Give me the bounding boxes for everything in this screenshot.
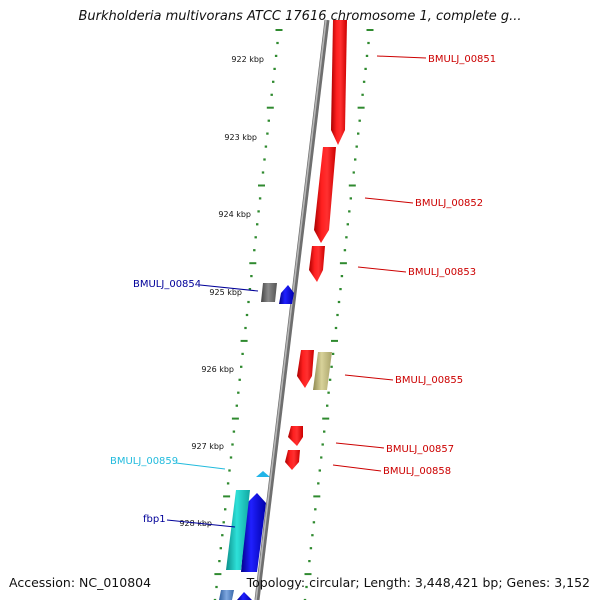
leader-line xyxy=(344,374,394,381)
gene-blue-bottom[interactable] xyxy=(237,592,252,600)
gene-label-bmulj-00857[interactable]: BMULJ_00857 xyxy=(386,444,454,455)
leader-line xyxy=(332,464,382,472)
gene-label-bmulj-00852[interactable]: BMULJ_00852 xyxy=(415,198,483,209)
leader-line xyxy=(357,266,407,273)
gene-khaki[interactable] xyxy=(313,352,332,390)
gene-label-bmulj-00859[interactable]: BMULJ_00859 xyxy=(110,456,178,467)
leader-line xyxy=(335,442,385,449)
tick-label: 922 kbp xyxy=(231,55,264,64)
leader-line xyxy=(199,284,259,292)
leader-line xyxy=(376,55,427,59)
gene-bmulj-00859[interactable] xyxy=(256,471,270,477)
outer-dotted-ring xyxy=(303,29,374,600)
gene-bmulj-00854[interactable] xyxy=(261,283,277,302)
leader-line xyxy=(166,519,236,528)
gene-label-bmulj-00854[interactable]: BMULJ_00854 xyxy=(133,279,201,290)
tick-label: 927 kbp xyxy=(191,442,224,451)
map-title: Burkholderia multivorans ATCC 17616 chro… xyxy=(78,9,522,24)
leader-line xyxy=(175,462,226,470)
tick-label: 928 kbp xyxy=(179,519,212,528)
leader-line xyxy=(364,197,414,204)
gene-label-bmulj-00858[interactable]: BMULJ_00858 xyxy=(383,466,451,477)
gene-bmulj-00858[interactable] xyxy=(285,450,300,470)
gene-blue-small[interactable] xyxy=(279,285,294,304)
gene-label-bmulj-00851[interactable]: BMULJ_00851 xyxy=(428,54,496,65)
tick-label: 923 kbp xyxy=(224,133,257,142)
chromosome-backbone xyxy=(254,19,330,600)
gene-bmulj-00857[interactable] xyxy=(288,426,303,446)
gene-cyan[interactable] xyxy=(226,490,250,570)
coordinate-ruler xyxy=(213,29,283,600)
accession-text: Accession: NC_010804 xyxy=(9,575,152,590)
tick-label: 926 kbp xyxy=(201,365,234,374)
gene-label-bmulj-00853[interactable]: BMULJ_00853 xyxy=(408,267,476,278)
gene-bmulj-00851[interactable] xyxy=(331,20,347,145)
gene-steel-bottom[interactable] xyxy=(219,590,234,600)
gene-bmulj-00852[interactable] xyxy=(314,147,336,243)
topology-text: Topology: circular; Length: 3,448,421 bp… xyxy=(246,575,590,590)
gene-label-bmulj-00855[interactable]: BMULJ_00855 xyxy=(395,375,463,386)
gene-bmulj-00853[interactable] xyxy=(309,246,325,282)
tick-label: 924 kbp xyxy=(218,210,251,219)
tick-label: 925 kbp xyxy=(209,288,242,297)
gene-bmulj-00855-red[interactable] xyxy=(297,350,314,388)
gene-label-fbp1[interactable]: fbp1 xyxy=(143,514,166,525)
